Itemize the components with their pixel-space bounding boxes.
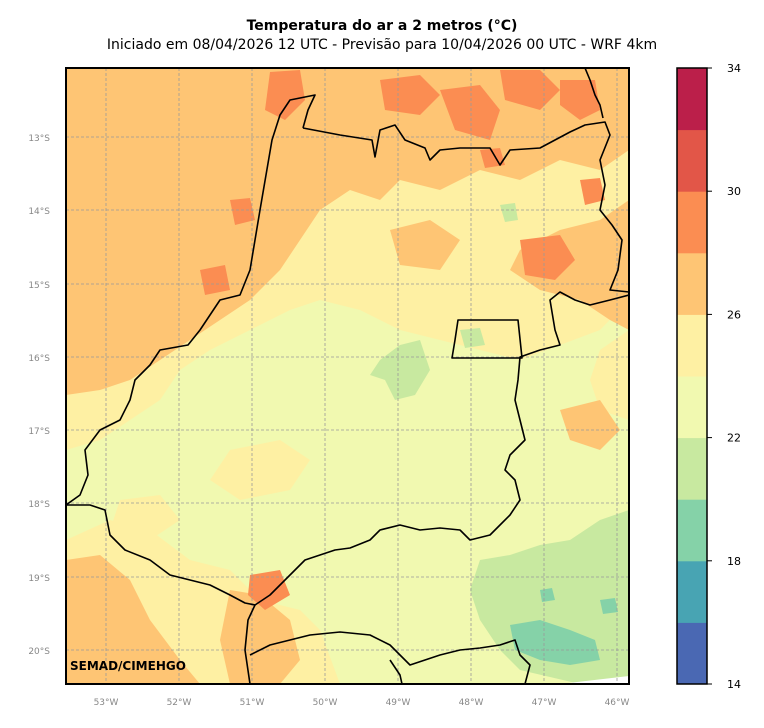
colorbar-segment [677,622,707,685]
lat-tick-label: 14°S [28,207,50,217]
border-nw [66,94,316,506]
border-df [451,319,523,359]
lon-tick-label: 52°W [167,698,192,708]
colorbar-frame [676,67,708,685]
border-east [244,291,629,684]
field-26-28-blob2 [560,400,620,450]
colorbar-ticks: 14 18 22 26 30 34 [707,62,741,691]
field-28-30-c [440,85,500,140]
lat-tick-label: 13°S [28,134,50,144]
colorbar-tick-label: 30 [727,185,741,198]
colorbar-tick-label: 34 [727,62,741,75]
colorbar-segment [677,68,707,131]
map-title: Temperatura do ar a 2 metros (°C) [246,18,518,34]
lat-tick-labels: 13°S 14°S 15°S 16°S 17°S 18°S 19°S 20°S [28,134,50,657]
colorbar-segment [677,252,707,315]
border-sw [66,504,256,606]
colorbar [676,67,708,685]
field-20-22-ne [500,203,518,222]
field-26-28-s [220,590,300,684]
field-28-30-f [520,235,575,280]
field-26-28-sw [66,555,200,684]
temperature-field [66,68,629,684]
field-26-28-blob [390,220,460,270]
colorbar-segment [677,437,707,500]
field-24-26-blob2 [110,495,180,540]
lat-tick-label: 18°S [28,500,50,510]
field-24-26-blob1 [210,440,310,500]
colorbar-segment [677,499,707,562]
field-28-30-a [265,70,305,120]
field-28-30-d [500,70,560,110]
lon-tick-label: 47°W [532,698,557,708]
colorbar-segment [677,191,707,254]
field-18-20-b [600,598,618,614]
field-28-30-h [200,265,230,295]
field-28-30-b [380,75,440,115]
lon-tick-label: 46°W [605,698,630,708]
colorbar-segment [677,560,707,623]
colorbar-tick-label: 22 [727,432,741,445]
colorbar-tick-label: 26 [727,308,741,321]
field-28-30-g [230,198,255,225]
colorbar-segment [677,376,707,439]
lon-tick-label: 48°W [459,698,484,708]
colorbar-tick-label: 18 [727,555,741,568]
lat-tick-label: 19°S [28,574,50,584]
border-ne [584,68,604,119]
border-south-b [389,659,403,684]
grid-lines [66,68,629,684]
field-20-22-center [370,340,430,400]
state-borders [66,68,629,684]
field-18-20 [510,620,600,665]
border-north [302,121,629,293]
lat-tick-label: 17°S [28,427,50,437]
lon-tick-label: 50°W [313,698,338,708]
field-28-30-i [580,178,605,205]
colorbar-segment [677,129,707,192]
lat-tick-label: 20°S [28,647,50,657]
colorbar-segment [677,314,707,377]
credit-label: SEMAD/CIMEHGO [70,659,186,673]
field-28-30-j [248,570,290,610]
lon-tick-label: 53°W [94,698,119,708]
lat-tick-label: 16°S [28,354,50,364]
field-20-22-ne2 [460,328,485,348]
map-subtitle: Iniciado em 08/04/2026 12 UTC - Previsão… [106,37,658,53]
lon-tick-labels: 53°W 52°W 51°W 50°W 49°W 48°W 47°W 46°W [94,698,630,708]
lat-tick-label: 15°S [28,281,50,291]
field-28-30-e [560,80,600,120]
field-24-26-east [590,330,629,420]
colorbar-tick-label: 14 [727,678,741,691]
lon-tick-label: 49°W [386,698,411,708]
lon-tick-label: 51°W [240,698,265,708]
border-south [249,631,531,684]
map-frame [65,67,630,685]
field-nodata [560,676,629,684]
